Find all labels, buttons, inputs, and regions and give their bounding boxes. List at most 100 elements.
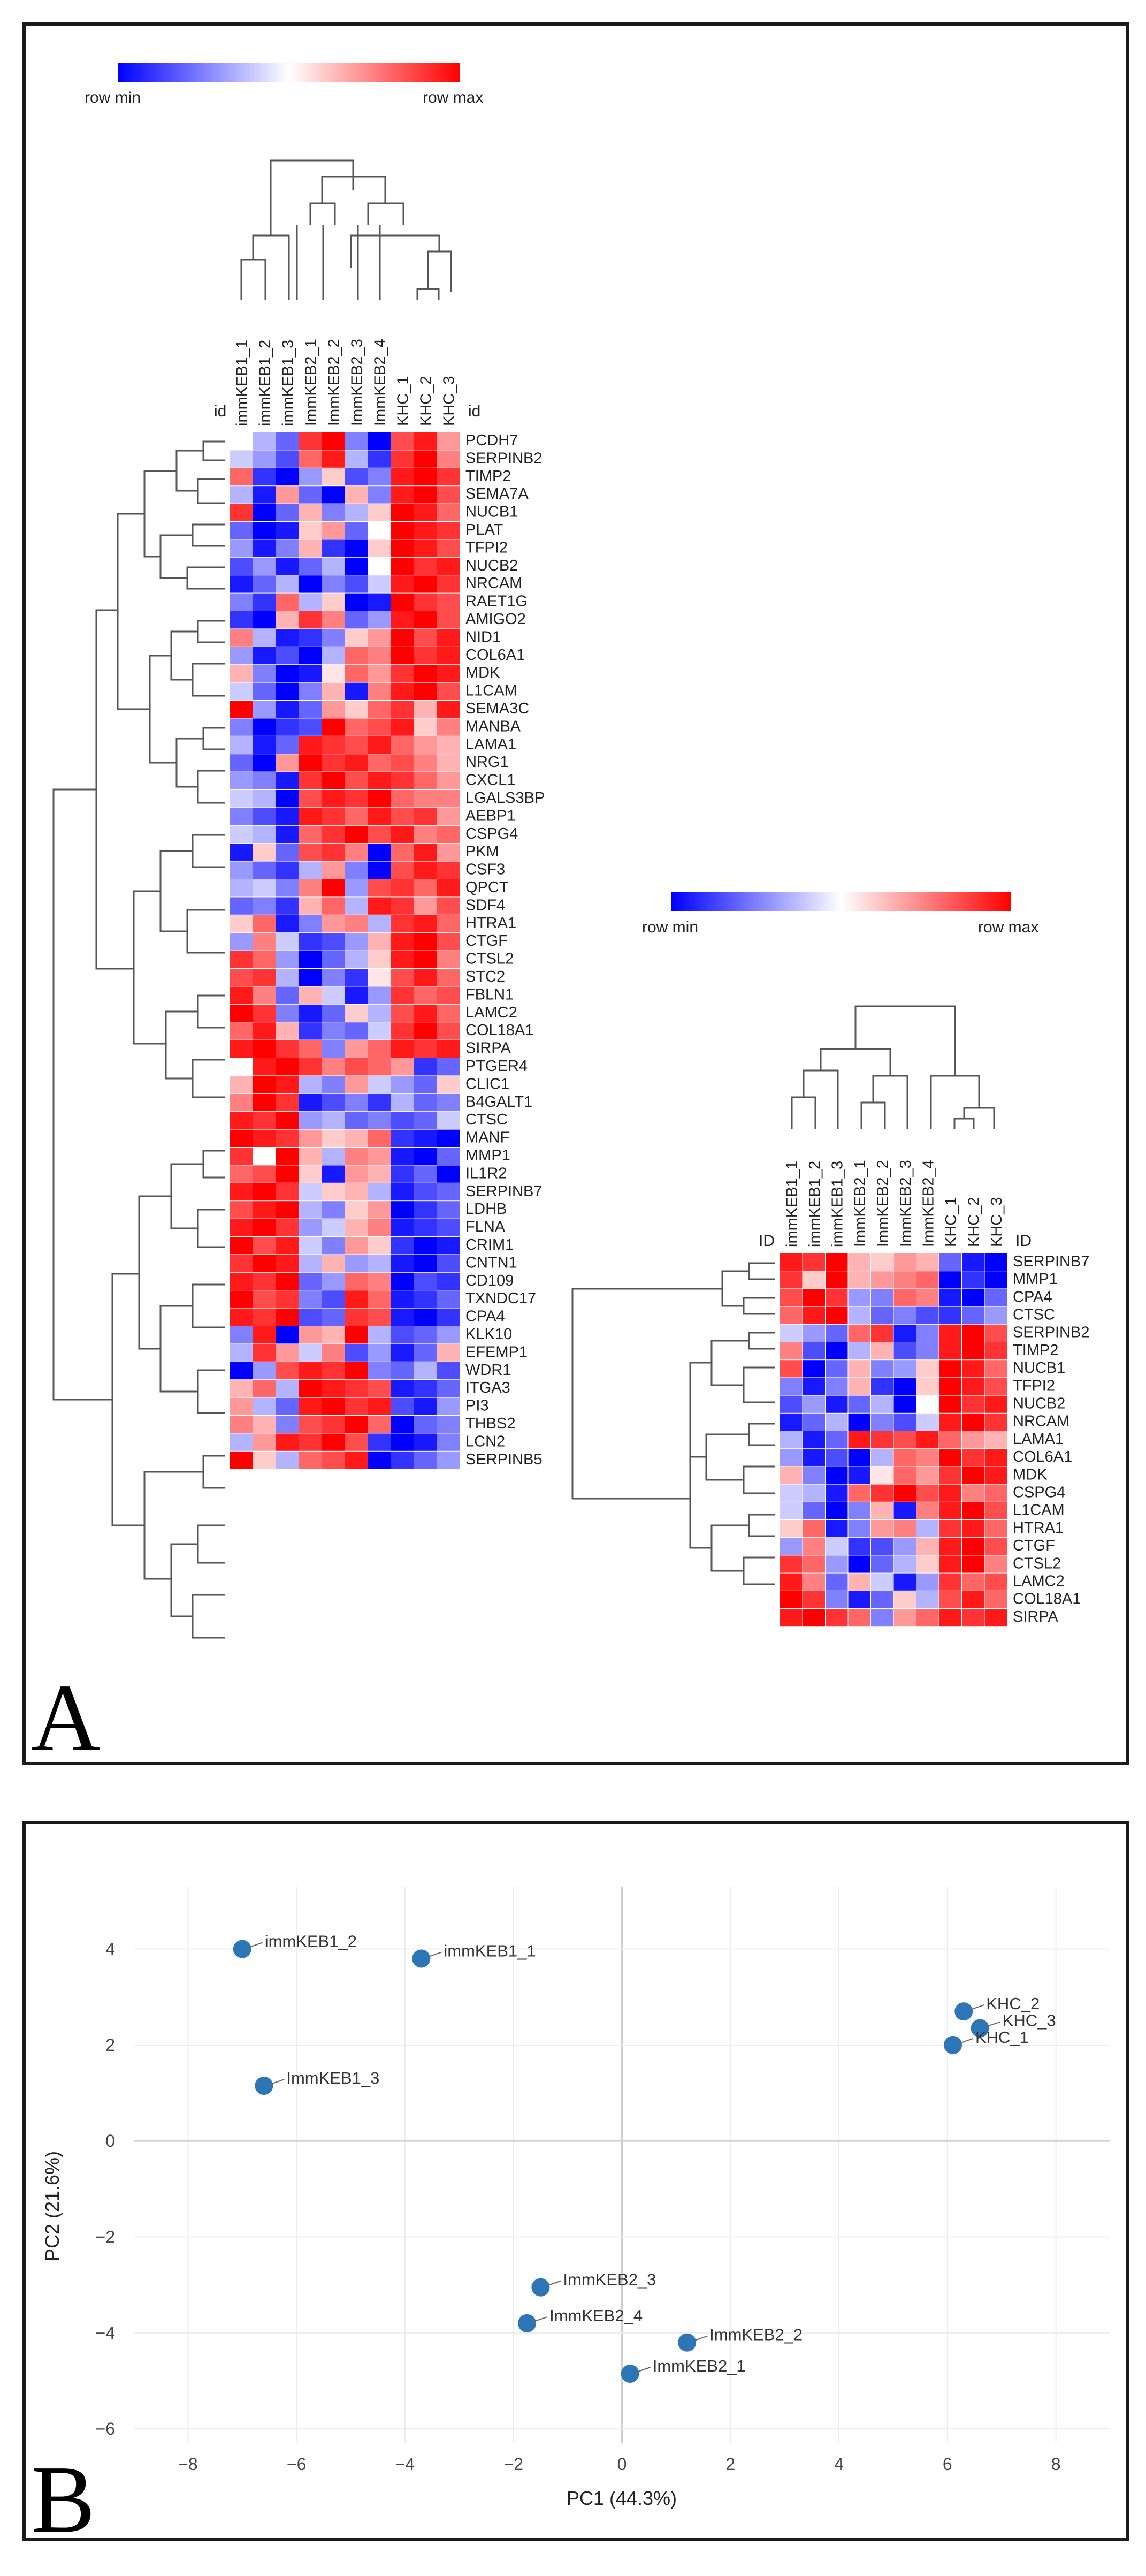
dendrogram-branch	[52, 788, 112, 1401]
left-heatmap-cell	[414, 593, 437, 611]
left-heatmap-cell	[230, 593, 253, 611]
left-heatmap-cell	[299, 1201, 322, 1219]
left-heatmap-row-label: SERPINB5	[465, 1451, 542, 1468]
left-heatmap-cell	[345, 897, 368, 915]
left-heatmap-cell	[276, 682, 299, 700]
right-heatmap-cell	[848, 1484, 870, 1502]
left-heatmap-cell	[230, 1148, 253, 1165]
right-dendrograms	[571, 1005, 995, 1585]
left-heatmap-cell	[230, 522, 253, 539]
right-heatmap: row min row max ID ID immKEB1_1 immKEB1_2…	[571, 892, 1089, 1627]
right-heatmap-cell	[962, 1253, 984, 1271]
left-heatmap-cell	[437, 1380, 460, 1397]
left-heatmap-cell	[322, 1022, 345, 1040]
left-heatmap-cell	[437, 539, 460, 557]
left-heatmap-cell	[230, 1219, 253, 1236]
left-heatmap-row-label: PTGER4	[465, 1058, 528, 1075]
left-heatmap-row-label: LAMC2	[465, 1004, 517, 1021]
left-heatmap-cell	[391, 897, 414, 915]
left-heatmap-cell	[414, 897, 437, 915]
pca-point	[678, 2333, 697, 2352]
right-heatmap-row-label: LAMA1	[1013, 1431, 1064, 1448]
right-heatmap-row-label: CTSL2	[1013, 1555, 1061, 1572]
left-heatmap-cell	[437, 1397, 460, 1415]
left-heatmap-cell	[414, 933, 437, 951]
right-heatmap-cell	[916, 1538, 939, 1555]
left-heatmap-cell	[414, 1129, 437, 1147]
left-heatmap-cell	[322, 593, 345, 611]
left-heatmap-cell	[230, 1165, 253, 1183]
right-heatmap-cell	[916, 1324, 939, 1342]
left-heatmap-cell	[253, 1004, 276, 1022]
right-heatmap-cell	[916, 1431, 939, 1449]
left-heatmap-cell	[437, 825, 460, 844]
left-heatmap-row-label: B4GALT1	[465, 1093, 532, 1111]
left-heatmap-cell	[299, 951, 322, 968]
left-heatmap-cell	[414, 647, 437, 665]
left-heatmap-cell	[322, 718, 345, 736]
left-heatmap-cell	[299, 432, 322, 450]
left-heatmap-row-label: WDR1	[465, 1362, 511, 1379]
pca-grid	[134, 1887, 1110, 2443]
dendrogram-branch	[309, 202, 336, 225]
pca-label-leader	[638, 2367, 651, 2372]
left-heatmap-cell	[322, 504, 345, 521]
left-heatmap-cell	[345, 1058, 368, 1076]
left-heatmap-row-label: PCDH7	[465, 432, 518, 449]
dendrogram-branch	[791, 1119, 908, 1129]
left-heatmap-row-label: MANF	[465, 1129, 509, 1146]
left-heatmap-cell	[345, 808, 368, 825]
left-heatmap-cell	[230, 1397, 253, 1415]
left-heatmap-cell	[276, 1219, 299, 1236]
left-heatmap-cell	[299, 629, 322, 647]
right-heatmap-column-label: ImmKEB2_2	[874, 1160, 891, 1247]
left-heatmap-cell	[345, 1004, 368, 1022]
left-heatmap-cell	[391, 629, 414, 647]
dendrogram-branch	[367, 202, 404, 225]
left-heatmap-cell	[368, 754, 391, 772]
pca-x-tick-label: −2	[503, 2455, 523, 2474]
right-heatmap-cell	[984, 1431, 1007, 1449]
left-corner-id-right: id	[468, 402, 480, 420]
left-heatmap-cell	[276, 1004, 299, 1022]
left-heatmap-cell	[391, 1219, 414, 1236]
left-heatmap-cell	[391, 522, 414, 539]
pca-x-tick-label: −6	[287, 2455, 306, 2474]
left-heatmap-cell	[276, 861, 299, 879]
right-heatmap-cell	[939, 1538, 961, 1555]
left-heatmap-cell	[299, 593, 322, 611]
left-heatmap-cell	[253, 1255, 276, 1272]
left-heatmap-cell	[345, 1112, 368, 1129]
right-heatmap-cell	[984, 1289, 1007, 1306]
left-heatmap-cell	[299, 682, 322, 700]
left-heatmap-cell	[437, 665, 460, 682]
left-heatmap-cell	[414, 468, 437, 486]
right-heatmap-cell	[803, 1538, 825, 1555]
left-heatmap-cell	[345, 522, 368, 539]
left-heatmap-cell	[437, 1219, 460, 1236]
left-heatmap-cell	[391, 701, 414, 718]
left-heatmap-cell	[299, 1237, 322, 1255]
left-heatmap-row-label: TIMP2	[465, 468, 511, 485]
left-heatmap-cell	[437, 879, 460, 897]
left-heatmap-cell	[299, 1451, 322, 1469]
left-heatmap-cell	[276, 825, 299, 844]
left-heatmap-cell	[368, 1165, 391, 1183]
left-heatmap-cell	[253, 772, 276, 789]
pca-point-label: KHC_2	[986, 1994, 1040, 2013]
left-heatmap-cell	[368, 522, 391, 539]
left-heatmap-cell	[299, 1416, 322, 1433]
pca-x-tick-label: 8	[1051, 2455, 1061, 2474]
left-heatmap-cell	[253, 1237, 276, 1255]
right-heatmap-cell	[871, 1609, 893, 1627]
left-heatmap-cell	[230, 861, 253, 879]
left-heatmap-cell	[276, 1290, 299, 1308]
left-heatmap-cell	[230, 450, 253, 468]
left-heatmap-row-label: LCN2	[465, 1433, 505, 1450]
left-heatmap-cell	[299, 1344, 322, 1362]
right-heatmap-cell	[780, 1395, 803, 1413]
left-heatmap-cell	[230, 1308, 253, 1326]
left-heatmap-cell	[253, 1076, 276, 1093]
right-heatmap-row-label: CTSC	[1013, 1306, 1055, 1324]
right-heatmap-cell	[848, 1324, 870, 1342]
